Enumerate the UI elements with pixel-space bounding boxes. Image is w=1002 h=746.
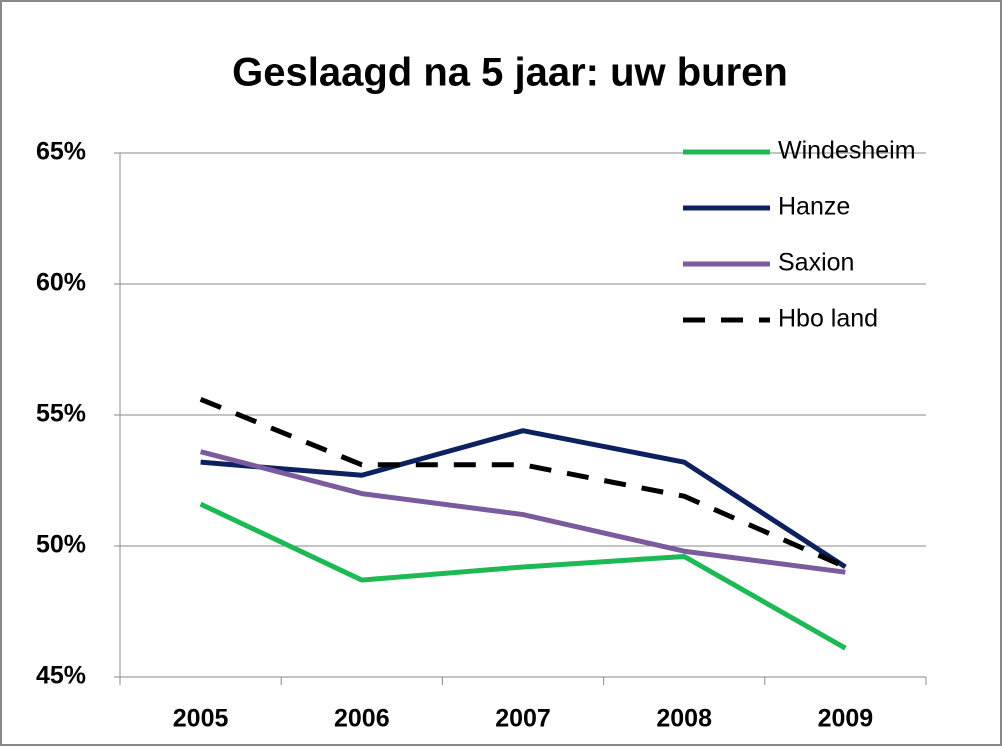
x-tick-label: 2005 bbox=[173, 705, 229, 733]
y-tick-label: 55% bbox=[36, 400, 86, 428]
x-tick-label: 2009 bbox=[818, 705, 874, 733]
legend-label: Windesheim bbox=[778, 137, 916, 165]
x-tick-label: 2006 bbox=[334, 705, 390, 733]
series-line bbox=[199, 501, 847, 651]
chart-title: Geslaagd na 5 jaar: uw buren bbox=[232, 51, 788, 95]
x-tick-label: 2008 bbox=[656, 705, 712, 733]
series-line bbox=[200, 428, 847, 570]
y-tick-label: 60% bbox=[36, 269, 86, 297]
legend-label: Hbo land bbox=[778, 305, 878, 333]
y-tick-label: 45% bbox=[36, 662, 86, 690]
legend-label: Saxion bbox=[778, 249, 854, 277]
y-tick-label: 65% bbox=[36, 138, 86, 166]
x-tick-label: 2007 bbox=[495, 705, 551, 733]
series-line bbox=[199, 396, 847, 570]
series-line bbox=[199, 449, 846, 575]
legend-label: Hanze bbox=[778, 193, 850, 221]
y-tick-label: 50% bbox=[36, 531, 86, 559]
